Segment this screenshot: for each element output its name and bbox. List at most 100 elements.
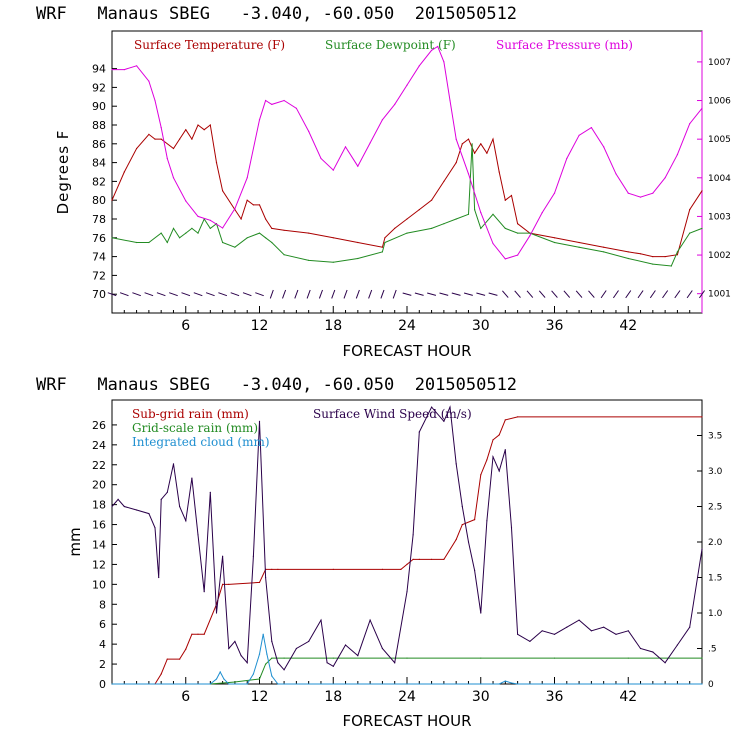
y2-tick-label: 1.5 [708, 574, 722, 584]
data-point [578, 134, 580, 136]
data-point [553, 657, 556, 659]
data-point [431, 227, 433, 229]
data-point [627, 657, 629, 659]
data-point [406, 232, 408, 234]
data-point [480, 657, 482, 659]
data-point [234, 246, 236, 248]
data-point [117, 498, 119, 500]
data-point [492, 242, 494, 245]
data-point [455, 162, 457, 164]
data-point [308, 640, 310, 643]
data-point [701, 107, 703, 109]
y2-tick-label: 2.5 [708, 503, 722, 513]
data-point [223, 678, 225, 680]
data-point [480, 683, 482, 685]
data-point [664, 177, 666, 179]
data-point [492, 213, 494, 215]
wind-barb [306, 289, 311, 299]
data-point [492, 138, 494, 140]
wind-barb [205, 292, 215, 297]
data-point [689, 209, 691, 211]
x-tick-label: 24 [398, 318, 416, 334]
data-point [222, 555, 224, 557]
wind-barb [514, 290, 521, 298]
data-point [701, 227, 703, 229]
y-tick-label: 12 [92, 558, 106, 571]
wind-barb [119, 292, 129, 297]
data-point [265, 576, 267, 579]
wind-barb [625, 290, 632, 299]
data-point [332, 261, 334, 263]
data-point [455, 138, 457, 140]
y2-tick-label: 2.0 [708, 538, 723, 548]
data-point [265, 99, 267, 102]
y-tick-label: 18 [92, 499, 106, 512]
data-point [111, 505, 113, 508]
data-point [517, 683, 519, 685]
data-point [148, 133, 150, 135]
wind-barb [156, 292, 166, 297]
data-point [474, 569, 476, 572]
data-point [590, 630, 593, 632]
wind-barb [380, 289, 385, 299]
data-point [603, 246, 605, 248]
y-tick-label: 82 [92, 175, 106, 188]
data-point [664, 662, 666, 664]
wind-barb [502, 290, 509, 298]
data-point [455, 463, 457, 465]
data-point [394, 227, 396, 229]
data-point [158, 576, 160, 579]
data-point [148, 241, 150, 244]
data-point [498, 171, 500, 173]
data-point [480, 143, 482, 145]
data-point [258, 420, 261, 422]
data-point [676, 154, 679, 156]
data-point [418, 209, 420, 211]
wind-barb [318, 289, 323, 299]
data-point [209, 227, 211, 229]
surface-dewpoint-line [111, 143, 703, 267]
data-point [553, 192, 556, 194]
data-point [400, 568, 402, 571]
data-point [486, 152, 488, 154]
data-point [553, 241, 556, 244]
wind-barb [242, 292, 252, 297]
data-point [197, 232, 199, 234]
data-point [308, 130, 310, 132]
data-point [252, 673, 254, 675]
data-point [461, 524, 463, 526]
data-point [701, 190, 703, 192]
data-point [283, 657, 285, 659]
data-point [406, 563, 408, 566]
data-point [467, 541, 470, 543]
data-point [228, 583, 230, 586]
wind-barb [255, 292, 264, 297]
data-point [154, 527, 156, 529]
wind-barb [368, 289, 373, 299]
x-tick-label: 6 [181, 689, 190, 705]
data-point [492, 456, 494, 458]
data-point [627, 251, 629, 253]
y-tick-label: 72 [92, 269, 106, 282]
data-point [357, 241, 359, 244]
data-point [179, 658, 181, 660]
data-point [406, 84, 408, 86]
wind-barb [538, 290, 546, 298]
wind-barb [132, 292, 141, 297]
wind-barb [674, 290, 681, 299]
data-point [381, 251, 383, 253]
data-point [381, 246, 383, 248]
legend-surface-temperature: Surface Temperature (F) [134, 38, 285, 52]
data-point [283, 254, 285, 256]
data-point [474, 209, 476, 211]
data-point [215, 612, 218, 614]
data-point [652, 256, 654, 258]
data-point [510, 527, 513, 529]
wind-barb [218, 292, 228, 297]
data-point [191, 138, 193, 140]
data-point [308, 232, 310, 234]
data-point [283, 229, 285, 231]
sub-grid-rain-line [112, 416, 702, 685]
data-point [529, 232, 531, 234]
data-point [332, 657, 334, 659]
